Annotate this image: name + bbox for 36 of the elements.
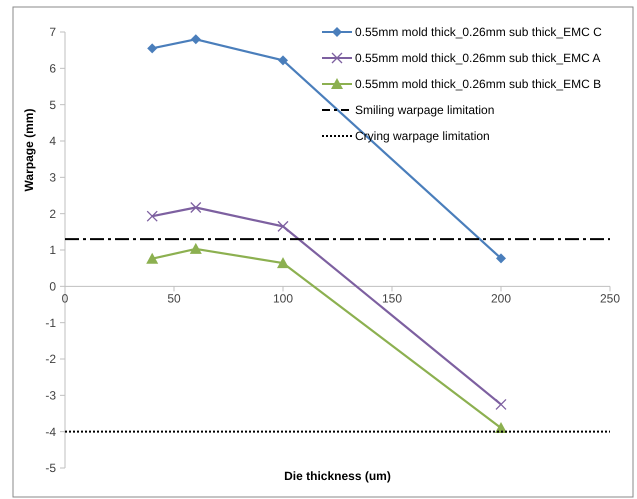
- y-tick-label: 7: [49, 25, 56, 40]
- y-tick-label: 5: [49, 98, 56, 112]
- point: [190, 34, 201, 44]
- x-tick-label: 150: [382, 291, 402, 306]
- x-tick-label: 250: [600, 291, 620, 306]
- point: [146, 252, 158, 264]
- point: [496, 253, 506, 264]
- legend-label: 0.55mm mold thick_0.26mm sub thick_EMC A: [355, 51, 600, 66]
- legend-label: Smiling warpage limitation: [355, 103, 494, 118]
- point: [495, 398, 507, 410]
- point: [277, 220, 289, 232]
- point: [146, 210, 158, 222]
- y-tick-label: -2: [45, 352, 56, 366]
- x-axis-title: Die thickness (um): [284, 469, 391, 483]
- point: [147, 43, 158, 54]
- y-tick-label: -3: [45, 388, 56, 403]
- y-tick-label: 3: [49, 170, 56, 185]
- y-tick-label: -5: [45, 461, 56, 476]
- y-tick-label: -4: [45, 424, 56, 439]
- point: [278, 55, 288, 66]
- y-tick-label: 1: [49, 243, 56, 258]
- x-tick-label: 0: [62, 291, 69, 306]
- legend-label: 0.55mm mold thick_0.26mm sub thick_EMC C: [355, 25, 602, 40]
- y-tick-label: 2: [49, 206, 56, 221]
- y-tick-label: 0: [49, 280, 56, 294]
- point: [190, 202, 202, 214]
- y-axis-title: Warpage (mm): [22, 108, 36, 192]
- x-tick-label: 200: [490, 291, 512, 306]
- y-tick-label: -1: [45, 316, 56, 330]
- x-tick-label: 100: [272, 291, 294, 306]
- point: [190, 242, 202, 254]
- point: [277, 257, 289, 268]
- legend-label: 0.55mm mold thick_0.26mm sub thick_EMC B: [355, 77, 602, 92]
- y-tick-label: 4: [49, 134, 56, 148]
- x-tick-label: 50: [167, 291, 181, 306]
- y-tick-label: 6: [49, 62, 56, 76]
